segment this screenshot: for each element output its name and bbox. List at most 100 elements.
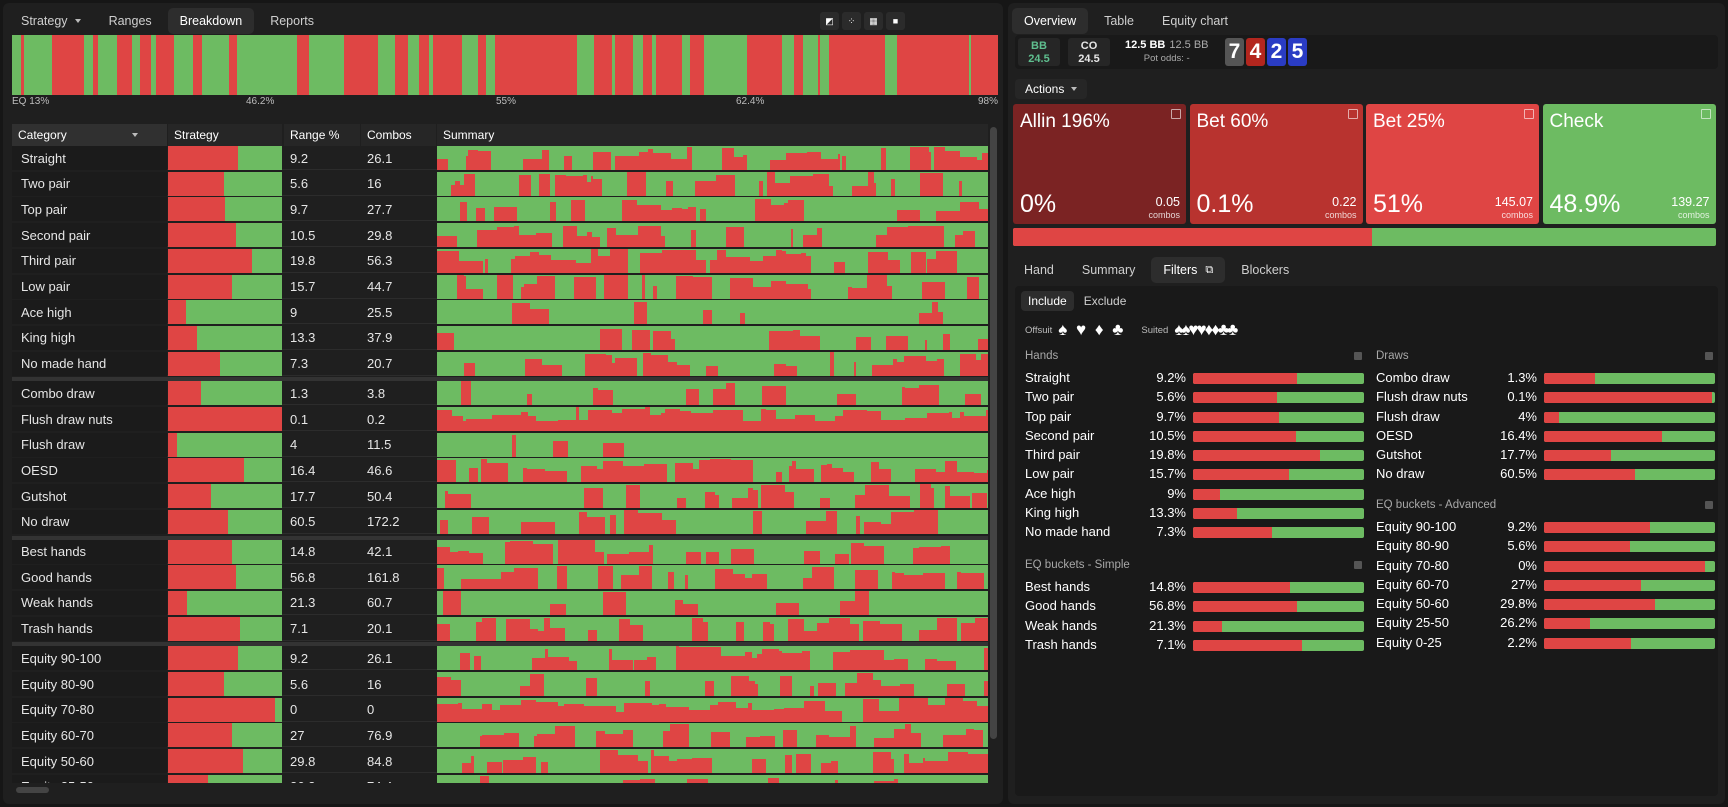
tab-summary[interactable]: Summary — [1081, 263, 1136, 277]
table-row[interactable]: Second pair 10.5 29.8 — [12, 223, 988, 248]
tab-table[interactable]: Table — [1104, 14, 1134, 28]
table-row[interactable]: Equity 70-80 0 0 — [12, 697, 988, 722]
filter-row[interactable]: Low pair 15.7% — [1025, 464, 1364, 483]
grid-icon[interactable]: ▦ — [864, 12, 883, 30]
action-card[interactable]: Bet 25% 51% 145.07 combos — [1366, 104, 1539, 224]
table-row[interactable]: Third pair 19.8 56.3 — [12, 248, 988, 273]
tab-ranges[interactable]: Ranges — [108, 14, 152, 28]
filter-row[interactable]: Equity 90-100 9.2% — [1376, 517, 1715, 536]
summary-segment — [593, 388, 598, 406]
row-summary-strip — [437, 325, 988, 350]
table-row[interactable]: Low pair 15.7 44.7 — [12, 274, 988, 299]
tab-overview[interactable]: Overview — [1012, 8, 1089, 34]
summary-segment — [831, 468, 843, 483]
table-row[interactable]: Equity 60-70 27 76.9 — [12, 723, 988, 748]
vertical-scrollbar[interactable] — [990, 127, 997, 739]
action-card[interactable]: Allin 196% 0% 0.05 combos — [1013, 104, 1186, 224]
tab-breakdown[interactable]: Breakdown — [167, 8, 255, 34]
table-row[interactable]: No made hand 7.3 20.7 — [12, 351, 988, 376]
suited-suit-icons[interactable]: ♠♠♥♥♦♦♣♣ — [1174, 320, 1238, 339]
tab-hand[interactable]: Hand — [1024, 263, 1054, 277]
table-row[interactable]: Gutshot 17.7 50.4 — [12, 484, 988, 509]
toggle-icon[interactable] — [1354, 352, 1362, 360]
full-view-icon[interactable]: ■ — [886, 12, 905, 30]
header-combos[interactable]: Combos — [361, 124, 436, 146]
filter-row[interactable]: Straight 9.2% — [1025, 368, 1364, 387]
filter-row[interactable]: Equity 50-60 29.8% — [1376, 594, 1715, 613]
single-view-icon[interactable]: ◩ — [820, 12, 839, 30]
filter-row[interactable]: Equity 70-80 0% — [1376, 556, 1715, 575]
position-bb[interactable]: BB 24.5 — [1018, 38, 1060, 66]
table-row[interactable]: Equity 90-100 9.2 26.1 — [12, 646, 988, 671]
filter-row[interactable]: Ace high 9% — [1025, 484, 1364, 503]
details-icon[interactable] — [1347, 109, 1358, 119]
filter-value: 14.8% — [1149, 579, 1186, 594]
table-row[interactable]: Ace high 9 25.5 — [12, 300, 988, 325]
tab-filters[interactable]: Filters ⧉ — [1151, 257, 1226, 283]
filter-row[interactable]: No made hand 7.3% — [1025, 522, 1364, 541]
horizontal-scrollbar[interactable] — [16, 787, 49, 793]
actions-dropdown[interactable]: Actions — [1015, 79, 1088, 99]
filter-row[interactable]: Equity 0-25 2.2% — [1376, 633, 1715, 652]
filter-row[interactable]: Equity 80-90 5.6% — [1376, 536, 1715, 555]
toggle-icon[interactable] — [1705, 501, 1713, 509]
filter-row[interactable]: Flush draw 4% — [1376, 407, 1715, 426]
table-row[interactable]: No draw 60.5 172.2 — [12, 509, 988, 534]
include-button[interactable]: Include — [1021, 291, 1074, 311]
tab-strategy[interactable]: Strategy — [9, 8, 93, 34]
table-row[interactable]: Trash hands 7.1 20.1 — [12, 616, 988, 641]
summary-segment — [895, 572, 904, 590]
row-category: Second pair — [12, 223, 167, 248]
header-category[interactable]: Category — [12, 124, 167, 146]
filter-row[interactable]: Trash hands 7.1% — [1025, 635, 1364, 654]
table-row[interactable]: Best hands 14.8 42.1 — [12, 539, 988, 564]
table-row[interactable]: Equity 25-50 26.2 74.4 — [12, 774, 988, 783]
tab-reports[interactable]: Reports — [270, 14, 314, 28]
details-icon[interactable] — [1171, 109, 1181, 119]
filter-row[interactable]: Third pair 19.8% — [1025, 445, 1364, 464]
details-icon[interactable] — [1524, 109, 1534, 119]
filter-row[interactable]: Best hands 14.8% — [1025, 577, 1364, 596]
offsuit-suit-icons[interactable]: ♠ ♥ ♦ ♣ — [1058, 320, 1126, 339]
header-range[interactable]: Range % — [284, 124, 360, 146]
table-row[interactable]: Two pair 5.6 16 — [12, 171, 988, 196]
filter-row[interactable]: Two pair 5.6% — [1025, 387, 1364, 406]
table-row[interactable]: Straight 9.2 26.1 — [12, 146, 988, 170]
header-strategy[interactable]: Strategy — [168, 124, 282, 146]
filter-row[interactable]: Good hands 56.8% — [1025, 596, 1364, 615]
position-co[interactable]: CO 24.5 — [1068, 38, 1110, 66]
toggle-icon[interactable] — [1354, 561, 1362, 569]
filter-row[interactable]: Equity 60-70 27% — [1376, 575, 1715, 594]
table-row[interactable]: Weak hands 21.3 60.7 — [12, 590, 988, 615]
tab-blockers[interactable]: Blockers — [1241, 263, 1290, 277]
filter-row[interactable]: King high 13.3% — [1025, 503, 1364, 522]
table-row[interactable]: Flush draw 4 11.5 — [12, 432, 988, 457]
filter-row[interactable]: Second pair 10.5% — [1025, 426, 1364, 445]
exclude-button[interactable]: Exclude — [1083, 294, 1127, 308]
action-card[interactable]: Bet 60% 0.1% 0.22 combos — [1189, 104, 1363, 224]
filter-row[interactable]: Equity 25-50 26.2% — [1376, 613, 1715, 632]
action-card[interactable]: Check 48.9% 139.27 combos — [1542, 104, 1716, 224]
table-row[interactable]: Equity 50-60 29.8 84.8 — [12, 749, 988, 774]
details-icon[interactable] — [1700, 109, 1711, 119]
summary-segment — [950, 496, 970, 509]
table-row[interactable]: OESD 16.4 46.6 — [12, 458, 988, 483]
filter-row[interactable]: Combo draw 1.3% — [1376, 368, 1715, 387]
table-row[interactable]: Good hands 56.8 161.8 — [12, 565, 988, 590]
filter-row[interactable]: Gutshot 17.7% — [1376, 445, 1715, 464]
table-row[interactable]: Combo draw 1.3 3.8 — [12, 381, 988, 406]
small-grid-icon[interactable]: ⁘ — [842, 12, 861, 30]
strip-segment — [93, 35, 98, 95]
filter-row[interactable]: Flush draw nuts 0.1% — [1376, 387, 1715, 406]
filter-row[interactable]: Weak hands 21.3% — [1025, 616, 1364, 635]
table-row[interactable]: Top pair 9.7 27.7 — [12, 197, 988, 222]
action-name: Allin 196% — [1020, 111, 1110, 132]
filter-row[interactable]: OESD 16.4% — [1376, 426, 1715, 445]
tab-equity-chart[interactable]: Equity chart — [1161, 14, 1228, 28]
filter-row[interactable]: No draw 60.5% — [1376, 464, 1715, 483]
table-row[interactable]: Flush draw nuts 0.1 0.2 — [12, 407, 988, 431]
toggle-icon[interactable] — [1705, 352, 1713, 360]
table-row[interactable]: Equity 80-90 5.6 16 — [12, 672, 988, 696]
table-row[interactable]: King high 13.3 37.9 — [12, 325, 988, 350]
filter-row[interactable]: Top pair 9.7% — [1025, 407, 1364, 426]
